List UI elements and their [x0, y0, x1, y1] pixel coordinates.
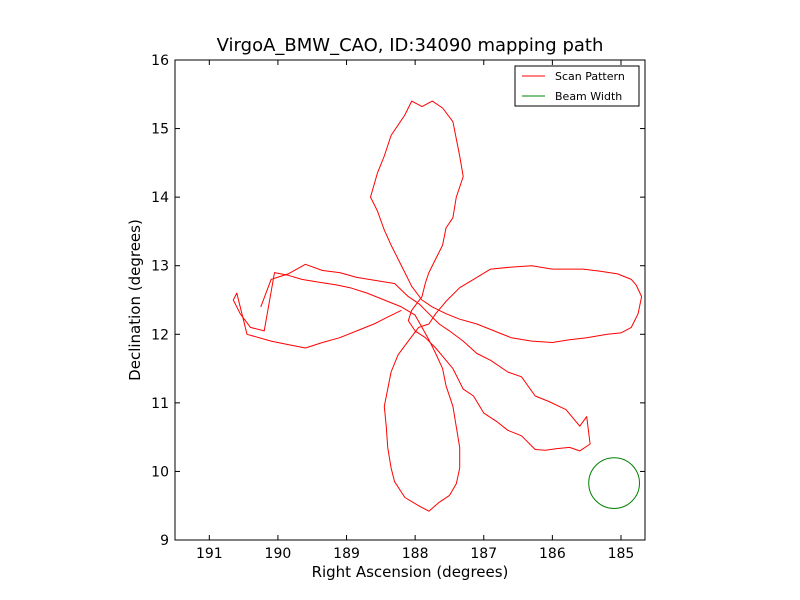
ticks-layer: 191 190 189 188 187 186 185 9 10 11 12 13 14 15 16 [151, 53, 645, 562]
plot-area [175, 60, 645, 540]
chart-title: VirgoA_BMW_CAO, ID:34090 mapping path [217, 35, 604, 56]
y-tick-label: 11 [151, 396, 169, 412]
x-axis-title: Right Ascension (degrees) [312, 563, 509, 581]
legend-box [514, 65, 640, 107]
legend-label-scan-pattern: Scan Pattern [555, 70, 625, 83]
y-tick-label: 12 [151, 327, 169, 343]
y-tick-label: 14 [151, 190, 169, 206]
plot-frame [174, 59, 646, 541]
y-tick-label: 16 [151, 53, 169, 69]
x-tick-label: 189 [333, 546, 360, 562]
y-axis-title: Declination (degrees) [126, 219, 144, 381]
legend-label-beam-width: Beam Width [555, 90, 622, 103]
legend: Scan Pattern Beam Width [514, 65, 640, 107]
x-tick-label: 186 [539, 546, 566, 562]
x-tick-label: 191 [196, 546, 223, 562]
y-tick-label: 10 [151, 464, 169, 480]
x-tick-label: 185 [608, 546, 635, 562]
series-layer [232, 100, 643, 512]
x-tick-label: 188 [402, 546, 429, 562]
y-tick-label: 15 [151, 122, 169, 138]
x-tick-label: 190 [265, 546, 292, 562]
x-tick-label: 187 [470, 546, 497, 562]
beam-width-circle [588, 457, 641, 509]
y-tick-label: 9 [160, 533, 169, 549]
y-tick-label: 13 [151, 259, 169, 275]
series-line-scan-pattern [232, 100, 643, 512]
